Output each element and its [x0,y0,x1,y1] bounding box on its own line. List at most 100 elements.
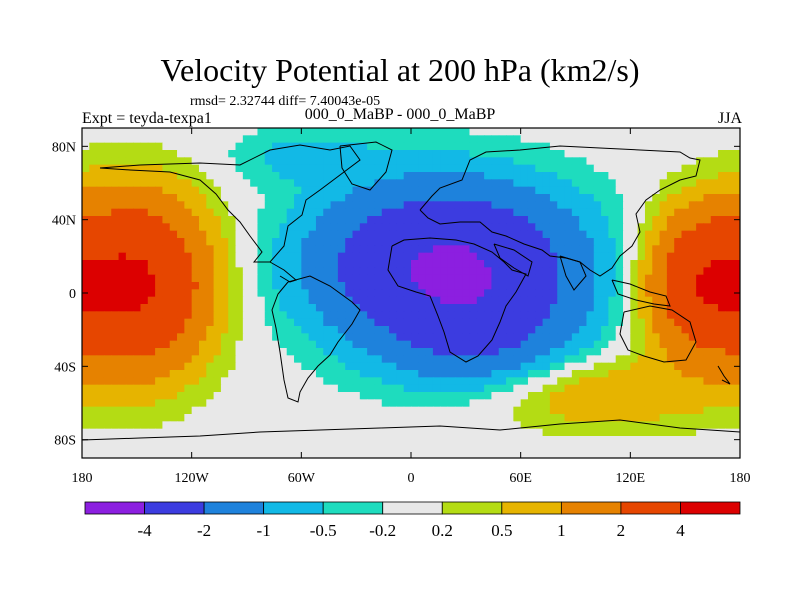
field-cell [118,340,127,349]
field-cell [652,230,661,239]
field-cell [725,333,734,342]
field-cell [118,135,127,144]
field-cell [359,340,368,349]
field-cell [345,443,354,452]
field-cell [703,128,712,136]
field-cell [608,142,617,151]
field-cell [710,135,719,144]
field-cell [169,267,178,276]
field-cell [491,194,500,202]
field-cell [652,135,661,144]
field-cell [220,296,229,305]
field-cell [220,311,229,320]
field-cell [593,304,602,312]
field-cell [549,186,558,195]
field-cell [330,348,339,356]
colorbar-label: 1 [557,521,566,540]
field-cell [162,179,171,188]
field-cell [111,326,120,334]
field-cell [557,289,566,298]
field-cell [381,414,390,422]
field-cell [330,377,339,386]
field-cell [147,201,156,210]
field-cell [506,186,514,195]
field-cell [308,333,317,342]
field-cell [301,245,310,254]
field-cell [381,421,390,430]
field-cell [506,370,514,378]
field-cell [535,392,544,400]
field-cell [579,252,588,261]
field-cell [549,348,558,356]
field-cell [513,186,522,195]
field-cell [133,260,142,268]
field-cell [674,326,683,334]
field-cell [696,399,705,408]
field-cell [418,201,427,210]
field-cell [659,179,668,188]
field-cell [133,208,142,217]
field-cell [125,450,134,458]
field-cell [396,348,405,356]
field-cell [345,223,354,232]
field-cell [542,311,551,320]
field-cell [301,128,310,136]
field-cell [367,326,376,334]
field-cell [491,326,500,334]
field-cell [177,362,185,371]
field-cell [118,238,127,246]
field-cell [396,443,405,452]
field-cell [374,370,383,378]
field-cell [440,223,449,232]
field-cell [462,157,471,166]
field-cell [666,260,675,268]
field-cell [133,267,142,276]
field-cell [403,443,412,452]
field-cell [425,245,434,254]
field-cell [476,355,485,364]
field-cell [184,230,193,239]
field-cell [491,428,500,437]
colorbar-swatch [680,501,741,515]
field-cell [535,384,544,393]
field-cell [681,216,690,224]
field-cell [279,289,288,298]
field-cell [330,274,339,283]
field-cell [447,260,456,268]
field-cell [637,172,646,180]
field-cell [688,384,697,393]
field-cell [286,406,295,415]
field-cell [718,355,726,364]
field-cell [418,267,427,276]
field-cell [542,201,551,210]
field-cell [623,392,631,400]
field-cell [593,399,602,408]
field-cell [718,252,726,261]
field-cell [593,406,602,415]
field-cell [177,399,185,408]
field-cell [666,355,675,364]
field-cell [527,150,536,158]
field-cell [96,186,105,195]
field-cell [630,186,639,195]
field-cell [103,406,112,415]
field-cell [147,289,156,298]
field-cell [213,260,222,268]
field-cell [623,355,631,364]
field-cell [469,238,478,246]
field-cell [432,326,441,334]
field-cell [235,348,244,356]
field-cell [579,296,588,305]
field-cell [476,238,485,246]
field-cell [213,296,222,305]
field-cell [294,406,302,415]
field-cell [659,252,668,261]
field-cell [191,128,200,136]
field-cell [279,421,288,430]
field-cell [469,223,478,232]
field-cell [644,179,653,188]
field-cell [425,348,434,356]
y-tick-label: 80N [52,140,76,155]
field-cell [206,406,215,415]
field-cell [542,282,551,290]
